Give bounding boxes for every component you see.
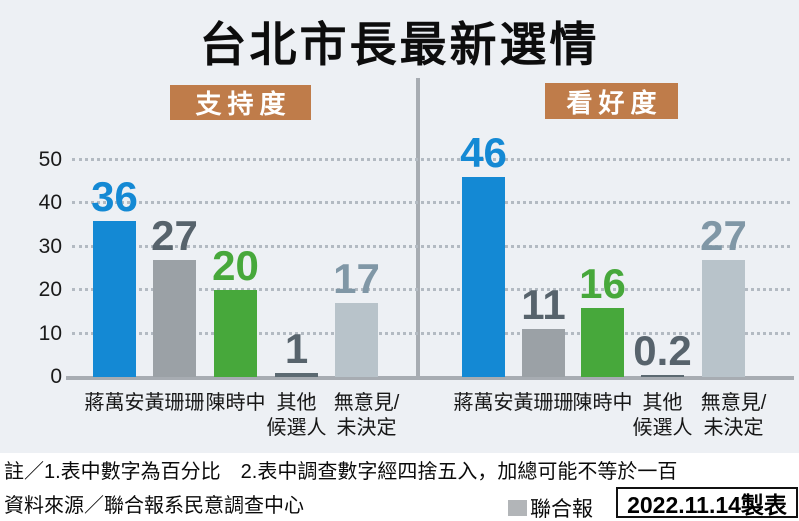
bar-prospect-0 (462, 177, 505, 377)
gridline-40 (72, 201, 790, 205)
bar-support-3 (275, 373, 318, 377)
gridline-20 (72, 288, 790, 292)
date-box: 2022.11.14製表 (616, 487, 798, 518)
chart-area: 台北市長最新選情 支持度 看好度 0 10 20 30 40 50 36 蔣萬安 27 黃珊珊 20… (0, 0, 799, 453)
bar-prospect-4 (702, 260, 745, 377)
y-tick-30: 30 (38, 234, 62, 258)
bar-support-1 (153, 260, 196, 377)
footer-note: 註／1.表中數字為百分比 2.表中調查數字經四捨五入，加總可能不等於一百 (4, 461, 678, 483)
y-tick-0: 0 (50, 365, 62, 388)
x-label-prospect-2: 陳時中 (572, 392, 633, 414)
x-axis-line (66, 376, 794, 380)
x-label-prospect-4: 無意見/未決定 (700, 392, 767, 439)
bar-support-0 (93, 221, 136, 377)
plot: 0 10 20 30 40 50 36 蔣萬安 27 黃珊珊 20 陳時中 1 其他 候選人 17 無意見/未決… (38, 129, 790, 439)
y-tick-10: 10 (38, 321, 62, 345)
y-tick-50: 50 (38, 148, 62, 171)
x-label-support-3: 其他 候選人 (266, 392, 327, 439)
value-label-support-1: 27 (151, 212, 198, 259)
x-label-prospect-1: 黃珊珊 (513, 392, 574, 414)
value-label-prospect-3: 0.2 (633, 327, 692, 374)
footer: 註／1.表中數字為百分比 2.表中調查數字經四捨五入，加總可能不等於一百 資料來… (0, 453, 799, 521)
value-label-support-0: 36 (91, 173, 138, 220)
gridline-30 (72, 244, 790, 248)
legend: 聯合報 (508, 493, 593, 521)
bar-prospect-3 (641, 375, 684, 377)
value-label-prospect-2: 16 (579, 260, 626, 307)
value-label-support-2: 20 (212, 242, 259, 289)
page-title: 台北市長最新選情 (199, 18, 600, 71)
legend-swatch-icon (508, 500, 527, 516)
y-tick-40: 40 (38, 191, 62, 215)
gridline-50 (72, 158, 790, 161)
bar-prospect-1 (522, 329, 565, 377)
bar-prospect-2 (581, 308, 624, 377)
x-label-support-1: 黃珊珊 (144, 392, 205, 414)
value-label-support-4: 17 (333, 255, 380, 302)
y-tick-20: 20 (38, 278, 62, 302)
x-label-prospect-3: 其他 候選人 (632, 392, 693, 439)
value-label-prospect-4: 27 (700, 212, 747, 259)
x-label-support-2: 陳時中 (205, 392, 266, 414)
footer-source: 資料來源／聯合報系民意調查中心 (4, 495, 304, 517)
x-label-support-4: 無意見/未決定 (333, 392, 400, 439)
bar-support-4 (335, 303, 378, 377)
value-label-prospect-1: 11 (521, 281, 566, 328)
panel-divider-line (416, 78, 420, 378)
value-label-support-3: 1 (284, 325, 309, 372)
gridline-10 (72, 331, 790, 335)
x-label-prospect-0: 蔣萬安 (453, 392, 514, 414)
badge-support: 支持度 (170, 85, 311, 120)
badge-prospect: 看好度 (545, 83, 678, 119)
bar-support-2 (214, 290, 257, 377)
x-label-support-0: 蔣萬安 (84, 392, 145, 414)
legend-label: 聯合報 (530, 498, 593, 521)
value-label-prospect-0: 46 (460, 129, 507, 176)
